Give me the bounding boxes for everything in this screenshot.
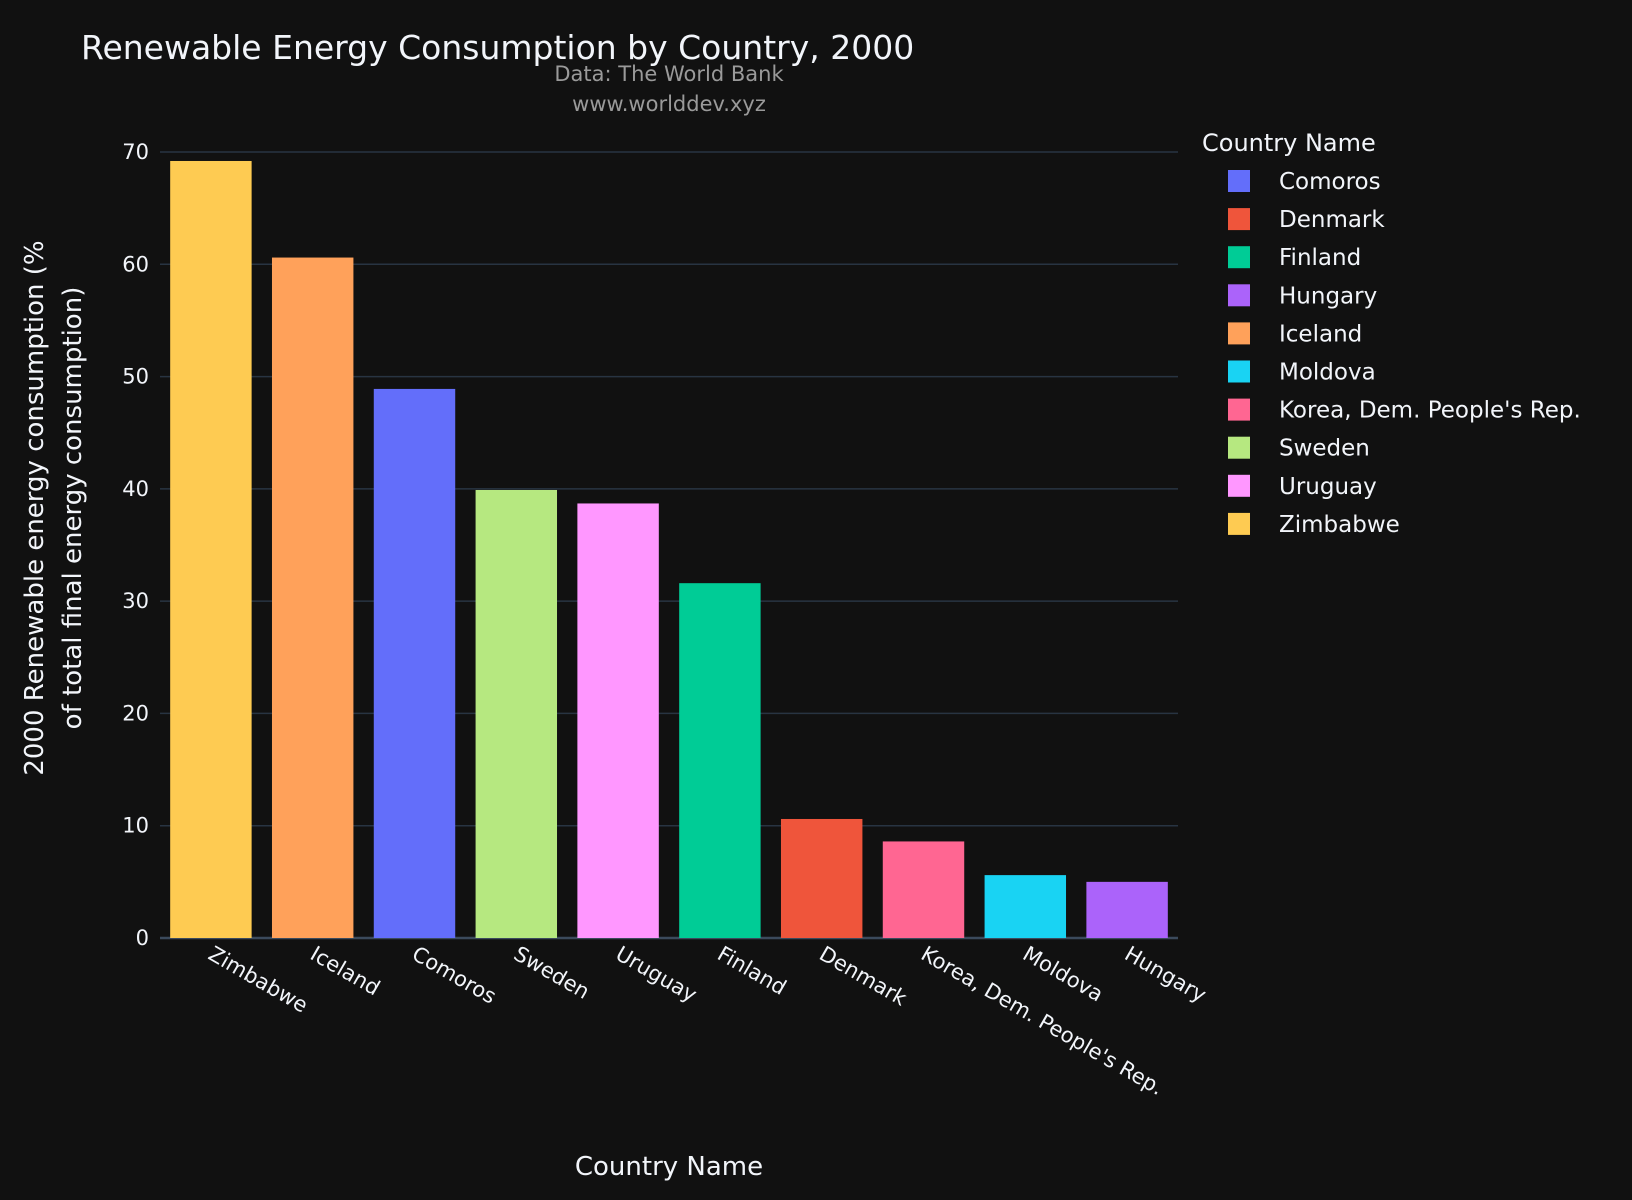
legend-swatch-zimbabwe[interactable] (1228, 512, 1250, 535)
legend-title: Country Name (1202, 129, 1376, 157)
legend: Country Name Comoros Denmark Finland Hungar… (1202, 129, 1581, 538)
bar-uruguay[interactable] (577, 503, 659, 938)
bar-iceland[interactable] (271, 257, 354, 938)
y-axis-title: 2000 Renewable energy consumption (% of … (20, 240, 88, 775)
legend-label-iceland[interactable]: Iceland (1279, 321, 1362, 347)
legend-label-zimbabwe[interactable]: Zimbabwe (1279, 512, 1400, 538)
legend-label-comoros[interactable]: Comoros (1279, 169, 1381, 195)
legend-label-hungary[interactable]: Hungary (1279, 283, 1377, 309)
legend-swatch-uruguay[interactable] (1228, 474, 1250, 497)
bar-sweden[interactable] (475, 489, 558, 938)
x-tick-label-zimbabwe: Zimbabwe (204, 942, 312, 1018)
bar-zimbabwe[interactable] (170, 160, 252, 939)
y-tick-label-40: 40 (122, 477, 149, 501)
bar-hungary[interactable] (1086, 881, 1168, 938)
legend-swatch-finland[interactable] (1228, 246, 1250, 269)
legend-swatch-iceland[interactable] (1228, 322, 1250, 345)
legend-swatch-hungary[interactable] (1228, 284, 1250, 307)
x-tick-label-finland: Finland (713, 942, 790, 1000)
x-tick-label-denmark: Denmark (815, 942, 911, 1011)
y-tick-labels: 0 10 20 30 40 50 60 70 (122, 140, 149, 950)
legend-label-moldova[interactable]: Moldova (1279, 360, 1376, 386)
y-tick-label-20: 20 (122, 701, 149, 725)
y-axis-title-line-1: 2000 Renewable energy consumption (% (20, 240, 50, 775)
y-tick-label-0: 0 (136, 926, 149, 950)
bar-korea-dem-people-s-rep[interactable] (882, 841, 965, 938)
legend-swatch-moldova[interactable] (1228, 360, 1250, 383)
legend-swatch-comoros[interactable] (1228, 170, 1250, 192)
x-tick-label-comoros: Comoros (408, 942, 500, 1009)
x-tick-label-sweden: Sweden (510, 942, 594, 1004)
y-tick-label-10: 10 (122, 814, 149, 838)
y-tick-label-60: 60 (122, 252, 149, 276)
x-tick-label-moldova: Moldova (1019, 942, 1107, 1007)
bar-moldova[interactable] (984, 875, 1067, 938)
legend-swatch-sweden[interactable] (1228, 436, 1250, 459)
bars (170, 160, 1168, 939)
legend-swatch-korea-dem-people-s-rep[interactable] (1228, 398, 1250, 421)
chart-subtitle-url: www.worlddev.xyz (572, 92, 766, 116)
legend-label-denmark[interactable]: Denmark (1279, 207, 1385, 233)
chart-title: Renewable Energy Consumption by Country,… (81, 28, 914, 67)
legend-label-finland[interactable]: Finland (1279, 245, 1361, 271)
x-tick-label-uruguay: Uruguay (612, 942, 701, 1007)
x-tick-label-hungary: Hungary (1121, 942, 1211, 1008)
bar-denmark[interactable] (780, 818, 863, 938)
x-axis-title: Country Name (575, 1152, 763, 1182)
legend-swatch-denmark[interactable] (1228, 208, 1250, 231)
x-tick-label-iceland: Iceland (306, 942, 384, 1001)
y-tick-label-50: 50 (122, 365, 149, 389)
legend-label-uruguay[interactable]: Uruguay (1279, 474, 1377, 500)
y-axis-title-line-2: of total final energy consumption) (58, 287, 88, 730)
y-tick-label-30: 30 (122, 589, 149, 613)
legend-label-sweden[interactable]: Sweden (1279, 436, 1370, 462)
y-tick-label-70: 70 (122, 140, 149, 164)
bar-comoros[interactable] (373, 388, 456, 938)
legend-label-korea-dem-people-s-rep[interactable]: Korea, Dem. People's Rep. (1279, 398, 1581, 424)
bar-finland[interactable] (679, 583, 761, 938)
chart-subtitle-source: Data: The World Bank (554, 62, 784, 86)
